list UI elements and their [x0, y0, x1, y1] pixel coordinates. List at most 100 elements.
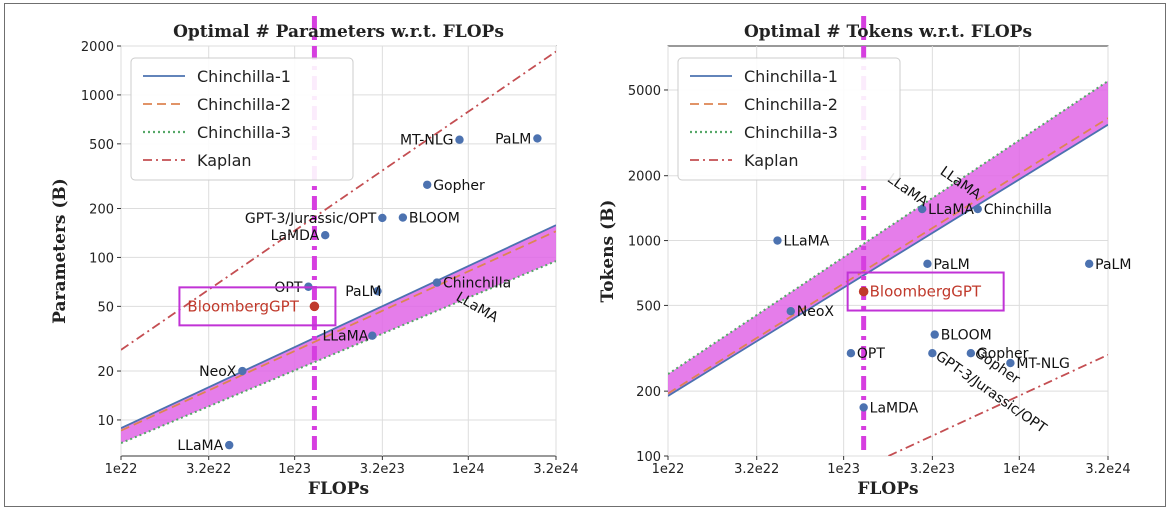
tokens-legend: Chinchilla-1 Chinchilla-2 Chinchilla-3 Kapl…: [677, 57, 901, 181]
parameters-bloomberggpt-box: [178, 286, 337, 327]
parameters-point-gpt-3-jurassic-opt: [378, 213, 387, 223]
tokens-point-gopher: [966, 349, 976, 358]
parameters-x-tick-label: 1e24: [452, 462, 485, 477]
tokens-x-ticks: 1e22 3.2e22 1e23 3.2e23 1e24 3.2e24: [652, 456, 1131, 477]
tokens-point-label-palm: PaLM: [1095, 257, 1131, 273]
tokens-y-tick-label: 200: [636, 385, 661, 400]
tokens-x-axis-label: FLOPs: [857, 479, 918, 499]
parameters-y-tick-label: 200: [89, 203, 114, 218]
parameters-x-tick-label: 1e23: [278, 462, 311, 477]
tokens-x-tick-label: 1e22: [652, 462, 685, 477]
tokens-x-tick-label: 3.2e22: [734, 462, 779, 477]
parameters-y-tick-label: 100: [89, 251, 114, 266]
parameters-bloomberggpt-label: BloombergGPT: [187, 297, 299, 315]
parameters-x-tick-label: 3.2e23: [360, 462, 405, 477]
tokens-point-opt: [846, 349, 856, 358]
tokens-line-kaplan: [888, 353, 1108, 456]
tokens-point-label-llama: LLaMA: [783, 234, 829, 250]
tokens-bloomberggpt-highlight: BloombergGPT: [846, 271, 1005, 312]
parameters-x-ticks: 1e22 3.2e22 1e23 3.2e23 1e24 3.2e24: [105, 456, 579, 477]
parameters-point-label-lamda: LaMDA: [271, 228, 320, 244]
tokens-line-chinchilla-3: [668, 80, 1108, 375]
parameters-point-neox: [238, 366, 247, 376]
tokens-x-tick-label: 3.2e24: [1085, 462, 1130, 477]
parameters-point-label-chinchilla: Chinchilla: [443, 276, 511, 292]
parameters-line-chinchilla-1: [121, 224, 556, 429]
parameters-bloomberggpt-highlight: BloombergGPT: [178, 286, 337, 327]
parameters-y-tick-label: 1000: [81, 89, 114, 104]
tokens-point-bloom: [930, 330, 939, 339]
tokens-point-llama: [917, 204, 927, 214]
parameters-y-tick-label: 50: [97, 300, 114, 315]
parameters-x-tick-label: 3.2e24: [533, 462, 578, 477]
tokens-point-unlabeled: [928, 349, 937, 358]
parameters-grid: [120, 45, 557, 456]
parameters-y-tick-label: 500: [89, 138, 114, 153]
tokens-point-chinchilla: [973, 204, 982, 214]
parameters-y-axis-label: Parameters (B): [50, 178, 70, 324]
tokens-point-label-llama: LLaMA: [928, 202, 974, 218]
tokens-point-label-chinchilla: Chinchilla: [984, 202, 1052, 218]
parameters-point-mt-nlg: [455, 135, 464, 144]
parameters-point-chinchilla: [432, 278, 442, 287]
tokens-line-chinchilla-2: [668, 117, 1108, 395]
tokens-legend-label-kaplan: Kaplan: [744, 151, 799, 170]
tokens-point-label-gopher: Gopher: [977, 346, 1029, 362]
tokens-legend-label-chinchilla-2: Chinchilla-2: [744, 95, 838, 114]
tokens-bloomberggpt-box: [846, 271, 1005, 312]
parameters-line-chinchilla-3: [121, 260, 556, 445]
tokens-point-mt-nlg: [1006, 358, 1015, 368]
tokens-point-lamda: [859, 403, 868, 412]
parameters-y-tick-label: 2000: [81, 40, 114, 55]
tokens-legend-label-chinchilla-3: Chinchilla-3: [744, 123, 838, 142]
parameters-point-label-llama: LLaMA: [177, 438, 223, 454]
tokens-point-llama: [773, 236, 782, 245]
tokens-point-neox: [786, 307, 795, 316]
tokens-point-label-opt: OPT: [857, 346, 885, 362]
tokens-y-tick-label: 500: [636, 299, 661, 314]
tokens-legend-box: [677, 57, 901, 181]
parameters-band: [121, 225, 556, 444]
tokens-point-label-lamda: LaMDA: [870, 400, 919, 416]
parameters-point-palm: [533, 134, 542, 143]
tokens-point-label-neox: NeoX: [797, 304, 835, 320]
parameters-legend-label-chinchilla-1: Chinchilla-1: [197, 67, 291, 86]
parameters-x-tick-label: 1e22: [105, 462, 138, 477]
parameters-point-label-llama: LLaMA: [322, 329, 368, 345]
parameters-point-llama: [368, 331, 377, 340]
parameters-legend-box: [130, 57, 354, 181]
parameters-confidence-band: [121, 225, 556, 444]
tokens-bloomberggpt-label: BloombergGPT: [870, 283, 982, 301]
parameters-legend: Chinchilla-1 Chinchilla-2 Chinchilla-3 Kapl…: [130, 57, 354, 181]
tokens-x-tick-label: 1e23: [827, 462, 860, 477]
parameters-point-label-neox: NeoX: [199, 364, 237, 380]
tokens-bloomberggpt-point: [858, 286, 869, 297]
tokens-y-axis-label: Tokens (B): [598, 200, 618, 303]
parameters-point-label-gopher: Gopher: [433, 178, 485, 194]
parameters-chart: MT-NLG PaLM Gopher GPT-3/Jurassic/OPT BLOOM L…: [50, 16, 579, 499]
parameters-point-lamda: [321, 231, 330, 240]
parameters-y-tick-label: 20: [97, 365, 114, 380]
parameters-legend-label-chinchilla-3: Chinchilla-3: [197, 123, 291, 142]
parameters-legend-label-chinchilla-2: Chinchilla-2: [197, 95, 291, 114]
parameters-point-label-bloom: BLOOM: [409, 211, 460, 227]
tokens-chart: LLaMA LLaMA Chinchilla PaLM PaLM NeoX BLOOM OPT…: [598, 16, 1131, 499]
tokens-chart-title: Optimal # Tokens w.r.t. FLOPs: [744, 22, 1032, 42]
tokens-point-label-bloom: BLOOM: [941, 328, 992, 344]
parameters-point-label-palm: PaLM: [495, 131, 531, 147]
parameters-legend-label-kaplan: Kaplan: [197, 151, 252, 170]
tokens-legend-label-chinchilla-1: Chinchilla-1: [744, 67, 838, 86]
tokens-y-tick-label: 5000: [628, 84, 661, 99]
parameters-point-bloom: [398, 213, 408, 222]
parameters-y-tick-label: 10: [97, 414, 114, 429]
tokens-y-tick-label: 2000: [628, 170, 661, 185]
tokens-point-label-mt-nlg: MT-NLG: [1016, 356, 1070, 372]
parameters-point-label-palm: PaLM: [345, 284, 381, 300]
tokens-y-ticks: 100 200 500 1000 2000 5000: [628, 84, 668, 465]
tokens-point-label-palm: PaLM: [933, 257, 969, 273]
parameters-lines: [121, 50, 556, 445]
parameters-chart-title: Optimal # Parameters w.r.t. FLOPs: [173, 22, 504, 42]
tokens-x-tick-label: 3.2e23: [910, 462, 955, 477]
parameters-line-kaplan: [121, 50, 556, 351]
tokens-y-tick-label: 100: [636, 450, 661, 465]
